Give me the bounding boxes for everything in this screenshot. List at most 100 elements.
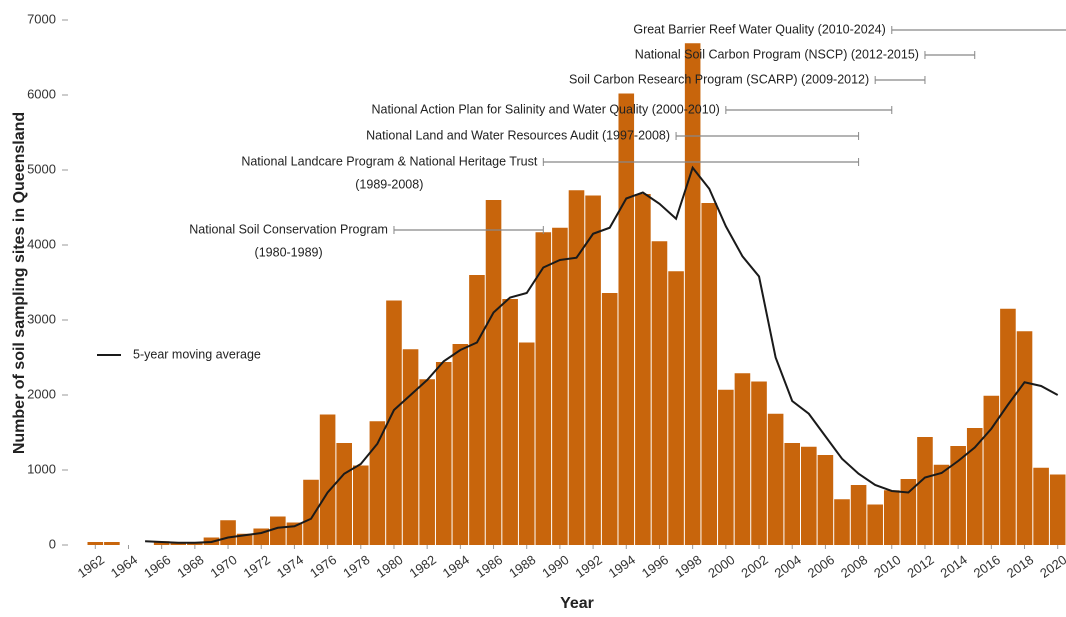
x-tick-label: 1994 [606, 552, 638, 581]
bar [668, 271, 684, 545]
bar [552, 227, 568, 545]
bar [701, 203, 718, 545]
bar [485, 200, 502, 545]
x-tick-label: 1986 [473, 552, 505, 581]
y-axis-label: Number of soil sampling sites in Queensl… [11, 112, 28, 454]
x-tick-label: 2000 [705, 552, 737, 581]
bar [87, 542, 104, 545]
x-tick-label: 1996 [639, 552, 671, 581]
bar [801, 446, 817, 545]
x-tick-label: 1976 [307, 552, 339, 581]
bar [883, 490, 900, 545]
x-tick-label: 1998 [672, 552, 704, 581]
x-tick-label: 1992 [572, 552, 604, 581]
bar [751, 381, 767, 545]
bar [270, 516, 286, 545]
bar [651, 241, 668, 545]
x-tick-label: 1966 [141, 552, 173, 581]
bar [535, 232, 552, 545]
x-tick-label: 1968 [174, 552, 206, 581]
bar [585, 195, 601, 545]
bar [469, 275, 485, 545]
bar [568, 190, 585, 545]
bar [419, 379, 435, 545]
bar [336, 443, 352, 545]
program-label: Soil Carbon Research Program (SCARP) (20… [569, 72, 869, 86]
bar [153, 541, 170, 545]
x-tick-label: 2004 [772, 552, 804, 581]
bar [850, 485, 867, 545]
bar [502, 299, 518, 545]
bar [983, 395, 1000, 545]
bar [635, 194, 651, 545]
x-tick-label: 1972 [241, 552, 273, 581]
bar [867, 504, 883, 545]
bar [435, 362, 452, 545]
bar [933, 464, 950, 545]
y-tick-label: 4000 [27, 236, 56, 251]
bar [966, 428, 983, 545]
bar [187, 542, 203, 545]
bar [303, 479, 319, 545]
bar [402, 349, 419, 545]
program-label: (1989-2008) [355, 177, 423, 191]
y-tick-label: 2000 [27, 386, 56, 401]
x-tick-label: 1980 [373, 552, 405, 581]
y-tick-label: 6000 [27, 86, 56, 101]
x-tick-label: 1978 [340, 552, 372, 581]
bar [734, 373, 751, 545]
program-label: National Action Plan for Salinity and Wa… [371, 102, 719, 116]
program-label: National Land and Water Resources Audit … [366, 128, 670, 142]
bar [950, 446, 966, 545]
x-tick-label: 2008 [838, 552, 870, 581]
x-tick-label: 2012 [904, 552, 936, 581]
moving-average-line [145, 165, 1059, 544]
x-tick-label: 2002 [738, 552, 770, 581]
x-tick-label: 1964 [108, 552, 140, 581]
bar [601, 293, 618, 545]
plot-area [87, 43, 1066, 545]
bar [319, 414, 336, 545]
bar [767, 413, 784, 545]
x-tick-label: 1982 [407, 552, 439, 581]
x-axis-label: Year [560, 595, 594, 612]
program-label: Great Barrier Reef Water Quality (2010-2… [633, 22, 885, 36]
bar [369, 421, 386, 545]
x-tick-label: 1984 [440, 552, 472, 581]
y-tick-label: 3000 [27, 311, 56, 326]
bar [684, 43, 701, 545]
bar [618, 93, 635, 545]
bar [1049, 474, 1066, 545]
x-tick-label: 1974 [274, 552, 306, 581]
legend-label: 5-year moving average [133, 347, 261, 361]
x-tick-label: 1990 [539, 552, 571, 581]
bar [236, 533, 253, 545]
x-tick-label: 2016 [971, 552, 1003, 581]
x-tick-label: 2010 [871, 552, 903, 581]
bar [352, 465, 369, 545]
y-tick-label: 7000 [27, 11, 56, 26]
program-label: (1980-1989) [255, 245, 323, 259]
x-tick-label: 2006 [805, 552, 837, 581]
bar [170, 542, 187, 545]
x-tick-label: 2020 [1037, 552, 1066, 581]
bar [834, 499, 850, 545]
bar [286, 522, 303, 545]
program-label: National Landcare Program & National Her… [241, 154, 538, 168]
bar [1000, 308, 1016, 545]
bar [386, 300, 402, 545]
bar [220, 520, 236, 545]
bar [1033, 467, 1049, 545]
x-tick-label: 2014 [938, 552, 970, 581]
program-label: National Soil Conservation Program [189, 222, 388, 236]
bar [900, 479, 917, 545]
bar [784, 443, 801, 545]
bar [104, 542, 120, 545]
x-tick-label: 2018 [1004, 552, 1036, 581]
y-tick-label: 1000 [27, 461, 56, 476]
x-tick-label: 1988 [506, 552, 538, 581]
y-tick-label: 5000 [27, 161, 56, 176]
bar [518, 342, 535, 545]
bar [817, 455, 834, 545]
